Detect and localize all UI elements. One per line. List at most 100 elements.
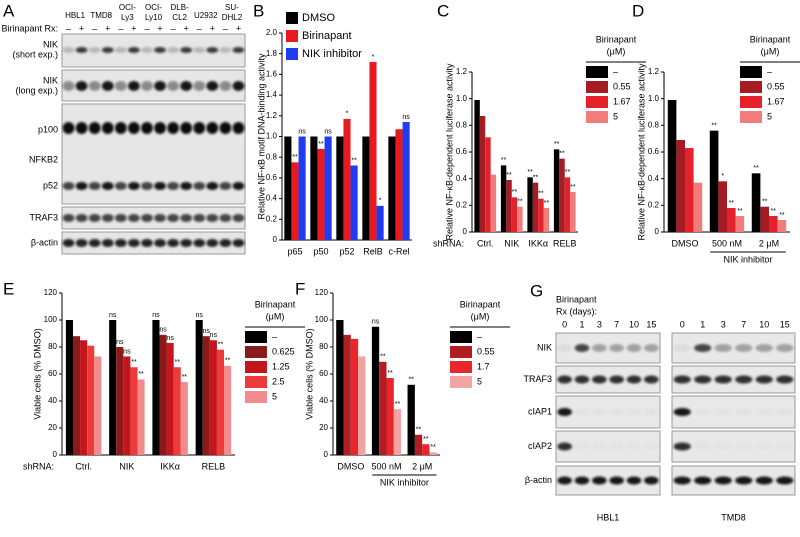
band [167,239,179,247]
legend-label: 0.55 [613,81,631,91]
treatment-label: Birinapant [556,294,597,304]
significance: ** [292,154,298,161]
legend-swatch [586,111,608,123]
day-label: 0 [680,319,685,329]
x-tick-label: Ctrl. [75,461,92,471]
legend-label: 2.5 [272,376,285,386]
significance: ** [380,354,386,361]
bar [500,165,507,232]
band [62,239,75,247]
significance: ** [506,172,512,179]
row-label: p100 [38,124,58,134]
blot [61,231,246,255]
band [776,443,793,451]
y-axis-label: Relative NF-κB-dependent luciferase acti… [636,63,646,241]
y-tick-label: 1.0 [456,94,468,103]
band [673,408,691,416]
x-tick-label: RelB [363,246,383,256]
bar [538,198,544,232]
band [755,476,773,485]
band [735,375,753,384]
day-label: 1 [579,319,584,329]
row-label: p52 [43,180,58,190]
band [592,375,607,384]
y-tick-label: 1.2 [648,67,660,76]
legend-label: – [613,66,618,76]
band [644,344,659,352]
bar [388,136,396,240]
band [592,408,607,416]
legend-label: 1.67 [767,96,785,106]
bar [667,100,677,232]
significance: ** [753,165,759,172]
band [694,408,711,416]
bar [407,384,415,455]
significance: ** [711,123,717,130]
legend-label: NIK inhibitor [302,48,362,60]
band [592,443,607,451]
cell-line-label: DHL2 [222,13,243,22]
bar [386,378,394,455]
y-tick-label: 1.4 [266,90,278,99]
significance: ns [298,128,306,135]
y-tick-label: 0.6 [266,173,278,182]
band [627,443,642,451]
legend-swatch [586,66,608,78]
bar [422,444,430,455]
x-tick-label: p52 [339,246,354,256]
legend-swatch [740,66,762,78]
band [154,239,166,247]
row-label: β-actin [31,237,58,247]
legend-swatch [286,12,298,24]
y-tick-label: 20 [319,423,328,432]
blot [555,395,661,429]
y-tick-label: 0.6 [456,147,468,156]
band [673,344,691,352]
y-tick-label: 0.8 [456,120,468,129]
x-tick-label: p50 [313,246,328,256]
legend-swatch [450,361,472,373]
significance: ** [737,208,743,215]
band [715,408,732,416]
significance: ** [501,157,507,164]
treatment: – [92,23,97,33]
band [167,182,179,190]
bar [693,182,703,232]
y-tick-label: 0.6 [648,147,660,156]
bar [123,356,131,455]
treatment: – [171,23,176,33]
x-tick-label: IKKα [160,461,180,471]
row-label: NFKB2 [29,154,58,164]
significance: ** [395,401,401,408]
y-tick-label: 1.8 [266,49,278,58]
panel-letter: D [632,1,644,20]
bar [152,320,160,455]
band [101,239,114,247]
cell-line-label: CL2 [172,13,187,22]
bar [559,158,565,232]
band [714,375,732,384]
legend-label: 1.7 [477,361,490,371]
significance: ** [430,444,436,451]
band [154,122,166,134]
panel-letter: B [253,1,264,20]
band [141,239,153,247]
legend-label: 5 [767,111,772,121]
y-tick-label: 0.8 [648,120,660,129]
band [75,122,88,134]
cell-line-label: TMD8 [721,512,746,522]
band [219,47,232,53]
bar [402,122,410,240]
band [644,443,659,451]
legend-label: 1.25 [272,361,290,371]
band [101,122,114,134]
band [673,375,691,384]
treatment: + [236,23,241,33]
bar [490,174,497,232]
blot [555,332,661,364]
band [193,182,206,190]
bar [751,173,761,232]
bar [80,340,88,455]
legend-swatch [286,30,298,42]
band [575,408,590,416]
